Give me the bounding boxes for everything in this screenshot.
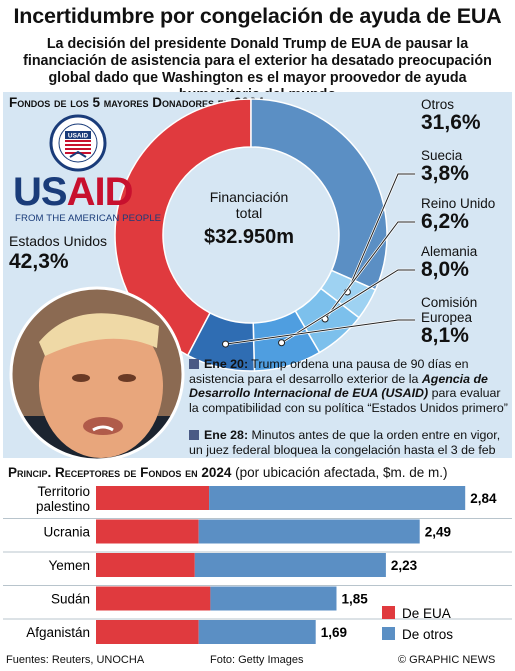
value-comision-europea: 8,1%: [421, 324, 469, 347]
footer-photo: Foto: Getty Images: [210, 654, 304, 666]
value-otros: 31,6%: [421, 111, 481, 134]
trump-portrait: [9, 286, 185, 462]
bar-category-label: Afganistán: [26, 625, 90, 640]
legend-label: De otros: [402, 627, 453, 642]
bar-de-otros: [209, 486, 466, 510]
footer-sources: Fuentes: Reuters, UNOCHA: [6, 654, 145, 666]
event-text: Trump ordena una pausa de 90 días en asi…: [189, 357, 469, 386]
page-title: Incertidumbre por congelación de ayuda d…: [13, 4, 502, 28]
bar-de-otros: [194, 553, 386, 577]
event-jan-20: Ene 20: Trump ordena una pausa de 90 día…: [189, 357, 511, 415]
leader-line-4: [321, 220, 415, 323]
bar-total-label: 2,23: [391, 558, 418, 573]
footer: Fuentes: Reuters, UNOCHA Foto: Getty Ima…: [0, 650, 515, 671]
recipients-heading: Princip. Receptores de Fondos en 2024 (p…: [8, 465, 448, 480]
value-estados-unidos: 42,3%: [9, 250, 69, 273]
label-europea: Europea: [421, 310, 473, 325]
label-reino-unido: Reino Unido: [421, 196, 496, 211]
bar-de-eua: [96, 620, 199, 644]
bar-total-label: 2,84: [470, 491, 497, 506]
event-tail: para evaluar la compatibilidad con su po…: [189, 386, 508, 415]
usaid-tagline: FROM THE AMERICAN PEOPLE: [15, 213, 162, 224]
recipients-heading-bold: Princip. Receptores de Fondos en 2024: [8, 465, 232, 480]
footer-copyright: © GRAPHIC NEWS: [398, 654, 496, 666]
label-otros: Otros: [421, 97, 455, 112]
donut-chart: [114, 98, 415, 372]
bar-de-otros: [198, 620, 316, 644]
bar-de-eua: [96, 586, 211, 611]
leader-line-6: [222, 318, 415, 348]
bar-total-label: 1,85: [342, 592, 369, 607]
legend-swatch: [382, 627, 395, 640]
bar-total-label: 1,69: [321, 625, 347, 640]
donors-heading: Fondos de los 5 mayores Donadores en 202…: [9, 95, 264, 110]
label-estados-unidos: Estados Unidos: [9, 233, 108, 249]
event-agency: Agencia de Desarrollo Internacional de E…: [189, 371, 488, 401]
usaid-logo: USAID: [13, 170, 134, 214]
bar-total-label: 2,49: [425, 525, 451, 540]
leader-line-5: [278, 268, 415, 347]
value-alemania: 8,0%: [421, 258, 469, 281]
event-marker-icon: [189, 430, 199, 440]
donut-center-label-2: total: [235, 205, 263, 221]
label-comision: Comisión: [421, 295, 478, 310]
event-text: Minutos antes de que la orden entre en v…: [189, 428, 501, 457]
bar-category-label: Ucrania: [43, 525, 90, 540]
event-date: Ene 20:: [204, 357, 249, 371]
bar-category-label: Sudán: [51, 592, 90, 607]
bar-de-otros: [198, 519, 420, 544]
bar-de-eua: [96, 486, 210, 510]
donors-panel: Fondos de los 5 mayores Donadores en 202…: [3, 92, 512, 462]
bar-category-label: Yemen: [48, 558, 90, 573]
event-jan-28: Ene 28: Minutos antes de que la orden en…: [189, 428, 511, 457]
bar-category-label: Territorio: [37, 484, 90, 499]
event-date: Ene 28:: [204, 428, 249, 442]
bar-de-eua: [96, 553, 195, 577]
value-suecia: 3,8%: [421, 162, 469, 185]
bar-legend: De EUA De otros: [382, 606, 453, 642]
legend-label: De EUA: [402, 606, 451, 621]
usaid-seal-text: USAID: [68, 133, 89, 140]
donut-slice-2: [250, 98, 388, 291]
usaid-seal-icon: USAID: [49, 114, 107, 172]
label-alemania: Alemania: [421, 244, 478, 259]
legend-swatch: [382, 606, 395, 619]
event-marker-icon: [189, 359, 199, 369]
bar-de-eua: [96, 519, 199, 544]
donut-slice-6: [186, 311, 256, 372]
label-suecia: Suecia: [421, 148, 463, 163]
donut-center-label-1: Financiación: [209, 189, 289, 205]
usaid-logo-us: US: [13, 170, 68, 214]
donut-slice-1: [114, 98, 252, 357]
bar-de-otros: [210, 586, 337, 611]
recipients-heading-rest: (por ubicación afectada, $m. de m.): [235, 465, 448, 480]
usaid-logo-aid: AID: [66, 170, 134, 214]
donut-center-value: $32.950m: [203, 226, 295, 248]
value-reino-unido: 6,2%: [421, 210, 469, 233]
bar-category-label: palestino: [36, 499, 90, 514]
